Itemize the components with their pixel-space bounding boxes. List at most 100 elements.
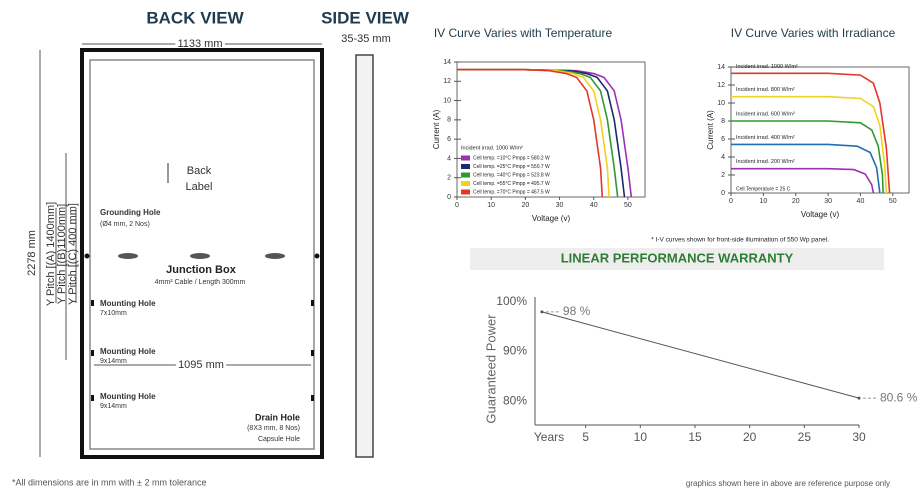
y-tick-label: 12 [717,82,725,89]
x-tick-label: 30 [556,202,564,209]
drain-detail: (8X3 mm, 8 Nos) [247,425,300,432]
y-axis-label: Guaranteed Power [483,314,498,424]
legend-swatch [461,164,470,169]
series-line [731,72,891,194]
y-tick-label: 0 [721,190,725,197]
y-tick-label: 14 [443,59,451,66]
series-label: Incident irrad. 1000 W/m² [736,64,798,70]
y-tick-label: 2 [721,172,725,179]
y-tick-label: 12 [443,78,451,85]
y-tick-label: 10 [443,97,451,104]
junction-box [190,253,210,259]
junction-box [265,253,285,259]
hole [311,350,314,356]
grounding-hole [84,253,90,259]
grounding-hole [314,253,320,259]
series-line [731,120,884,194]
x-tick-label: 15 [688,430,702,444]
y-tick-label: 90% [503,344,527,358]
chart-title: LINEAR PERFORMANCE WARRANTY [561,250,794,265]
legend-label: Cell temp. =10°C Pmpp = 580.2 W [473,155,550,161]
legend-label: Cell temp. =25°C Pmpp = 550.7 W [473,164,550,170]
inner-width-label: 1095 mm [178,359,224,371]
point [857,396,861,400]
mounting-title: Mounting Hole [100,392,156,401]
x-tick-label: 0 [729,198,733,205]
x-tick-label: 10 [487,202,495,209]
x-tick-label: 30 [852,430,866,444]
legend-label: Cell temp. =55°C Pmpp = 495.7 W [473,181,550,187]
pitch-a-label: Y Pitch [(A) 1400mm] [45,202,57,306]
height-label: 2278 mm [26,230,38,276]
y-tick-label: 10 [717,100,725,107]
hole [91,350,94,356]
iv-note: * I-V curves shown for front-side illumi… [651,237,829,244]
series-label: Incident irrad. 200 W/m² [736,159,795,165]
x-tick-label: 30 [824,198,832,205]
value-label: 80.6 % [880,390,918,404]
y-tick-label: 6 [447,136,451,143]
reference-note: graphics shown here in above are referen… [686,479,890,488]
series-line [731,143,881,194]
x-tick-label: 50 [624,202,632,209]
x-tick-label: 25 [798,430,812,444]
y-tick-label: 100% [496,294,527,308]
legend-swatch [461,172,470,178]
x-tick-label: 20 [743,430,757,444]
y-tick-label: 14 [717,64,725,71]
back-label-1: Back [187,165,212,177]
legend-label: Cell temp. =40°C Pmpp = 523.8 W [473,172,550,178]
x-axis-label: Voltage (v) [532,214,571,223]
annotation: Cell Temperature = 25 C [736,186,791,192]
x-tick-label: 20 [792,198,800,205]
chart-title: IV Curve Varies with Irradiance [731,26,896,40]
back-label-2: Label [186,181,213,193]
series-line [457,68,604,198]
side-view [355,54,374,458]
pitch-b-label: Y Pitch [(B)1100mm] [56,204,68,304]
side-width-label: 35-35 mm [341,33,391,45]
capsule-label: Capsule Hole [258,436,300,443]
x-tick-label: 5 [582,430,589,444]
legend-swatch [461,155,470,161]
y-tick-label: 2 [447,175,451,182]
legend-label: Cell temp. =70°C Pmpp = 467.5 W [473,189,550,195]
series-label: Incident irrad. 400 W/m² [736,135,795,141]
junction-box [118,253,138,259]
series-line [731,167,875,194]
drain-title: Drain Hole [255,412,300,422]
plot-frame [730,66,910,194]
y-tick-label: 4 [721,154,725,161]
hole [91,300,94,306]
x-tick-label: 50 [889,198,897,205]
x-axis-label: Years [534,430,564,444]
x-axis-label: Voltage (v) [801,210,840,219]
x-tick-label: 40 [857,198,865,205]
y-tick-label: 6 [721,136,725,143]
mounting-title: Mounting Hole [100,299,156,308]
junction-title: Junction Box [166,264,237,276]
side-view-title: SIDE VIEW [321,8,410,27]
chart-title: IV Curve Varies with Temperature [434,26,613,40]
hole [311,300,314,306]
footnote: *All dimensions are in mm with ± 2 mm to… [12,477,207,487]
plot-frame [456,61,646,198]
x-tick-label: 0 [455,202,459,209]
grounding-detail: (Ø4 mm, 2 Nos) [100,221,150,228]
series-label: Incident irrad. 600 W/m² [736,111,795,117]
panel-inner [89,59,315,450]
point [540,310,544,314]
x-tick-label: 10 [634,430,648,444]
panel-frame [80,48,324,459]
mounting-holes [91,300,314,401]
series-line [541,311,860,399]
back-view-title: BACK VIEW [146,8,244,27]
x-tick-label: 20 [521,202,529,209]
y-tick-label: 4 [447,155,451,162]
annotation: Incident irrad. 1000 W/m² [461,145,523,151]
junction-detail: 4mm² Cable / Length 300mm [155,279,246,286]
value-label: 98 % [563,304,591,318]
y-tick-label: 8 [721,118,725,125]
legend-swatch [461,189,470,195]
